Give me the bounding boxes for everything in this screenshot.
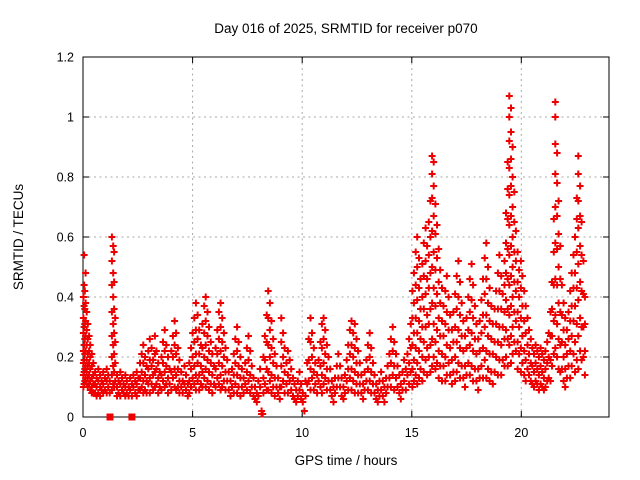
y-tick-label: 0.4 (57, 291, 74, 305)
x-tick-label: 20 (514, 426, 528, 440)
x-tick-label: 15 (405, 426, 419, 440)
y-tick-label: 1 (67, 111, 74, 125)
y-tick-label: 0.6 (57, 231, 74, 245)
x-axis-label: GPS time / hours (294, 453, 398, 468)
chart-title: Day 016 of 2025, SRMTID for receiver p07… (214, 21, 478, 36)
flag-square (106, 413, 114, 421)
x-tick-label: 10 (295, 426, 309, 440)
flag-square (128, 413, 136, 421)
y-axis-label: SRMTID / TECUs (11, 183, 26, 291)
y-tick-label: 0 (67, 411, 74, 425)
x-tick-label: 0 (80, 426, 87, 440)
y-tick-label: 0.2 (57, 351, 74, 365)
scatter-points (79, 92, 589, 418)
axis-ticks (82, 56, 609, 418)
x-tick-label: 5 (189, 426, 196, 440)
y-tick-label: 0.8 (57, 171, 74, 185)
y-tick-label: 1.2 (57, 51, 74, 65)
